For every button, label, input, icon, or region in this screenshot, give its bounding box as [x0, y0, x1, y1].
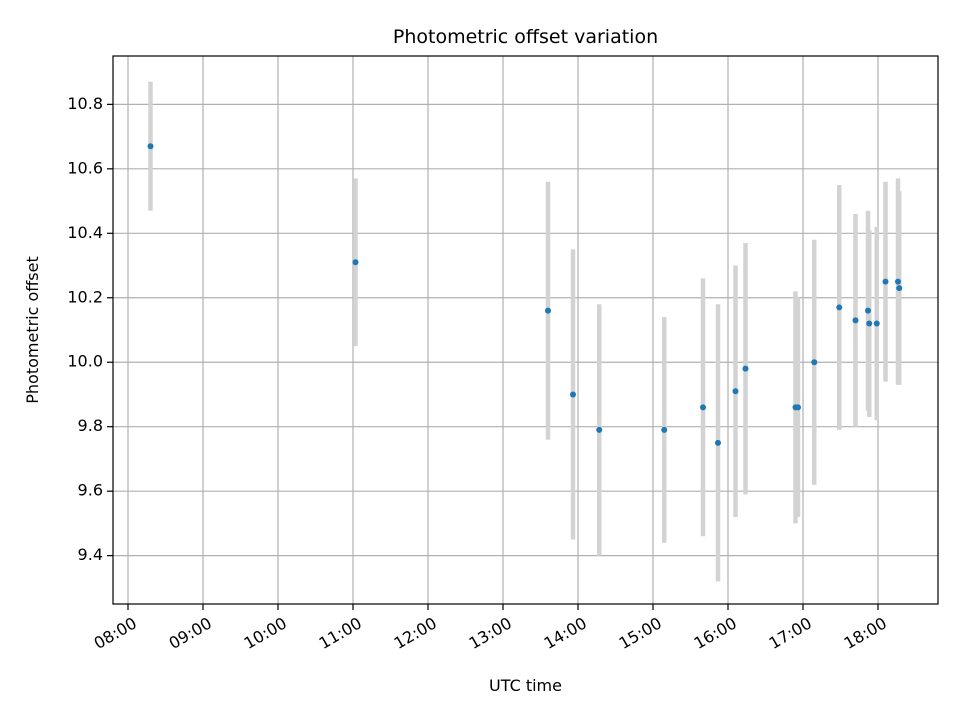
y-axis-ticks: 9.4 9.6 9.8 10.0 10.2 10.4 10.6 10.8 [67, 94, 113, 564]
data-point [811, 359, 818, 366]
data-points [147, 143, 903, 446]
y-tick-label: 9.6 [78, 481, 103, 500]
y-axis-label: Photometric offset [23, 256, 42, 404]
data-point [882, 278, 889, 285]
data-point [545, 307, 551, 314]
data-point [742, 365, 749, 372]
y-tick-label: 10.8 [67, 94, 103, 113]
data-point [836, 304, 843, 311]
data-point [895, 278, 901, 285]
chart-title: Photometric offset variation [393, 26, 658, 48]
data-point [852, 317, 859, 324]
data-point [700, 404, 706, 411]
data-point [147, 143, 154, 150]
data-point [715, 439, 721, 446]
data-point [873, 320, 880, 327]
data-point [896, 285, 903, 292]
data-point [352, 259, 359, 266]
x-axis-label: UTC time [489, 676, 562, 695]
data-point [661, 426, 668, 433]
data-point [732, 388, 739, 395]
y-tick-label: 10.2 [67, 287, 103, 306]
data-point [866, 320, 873, 327]
data-point [570, 391, 576, 398]
y-tick-label: 10.0 [67, 352, 103, 371]
data-point [865, 307, 871, 314]
data-point [596, 426, 603, 433]
data-point [795, 404, 801, 411]
y-tick-label: 9.8 [78, 416, 103, 435]
y-tick-label: 9.4 [78, 545, 103, 564]
y-tick-label: 10.4 [67, 223, 103, 242]
plot-area-frame [112, 55, 939, 605]
y-tick-label: 10.6 [67, 158, 103, 177]
